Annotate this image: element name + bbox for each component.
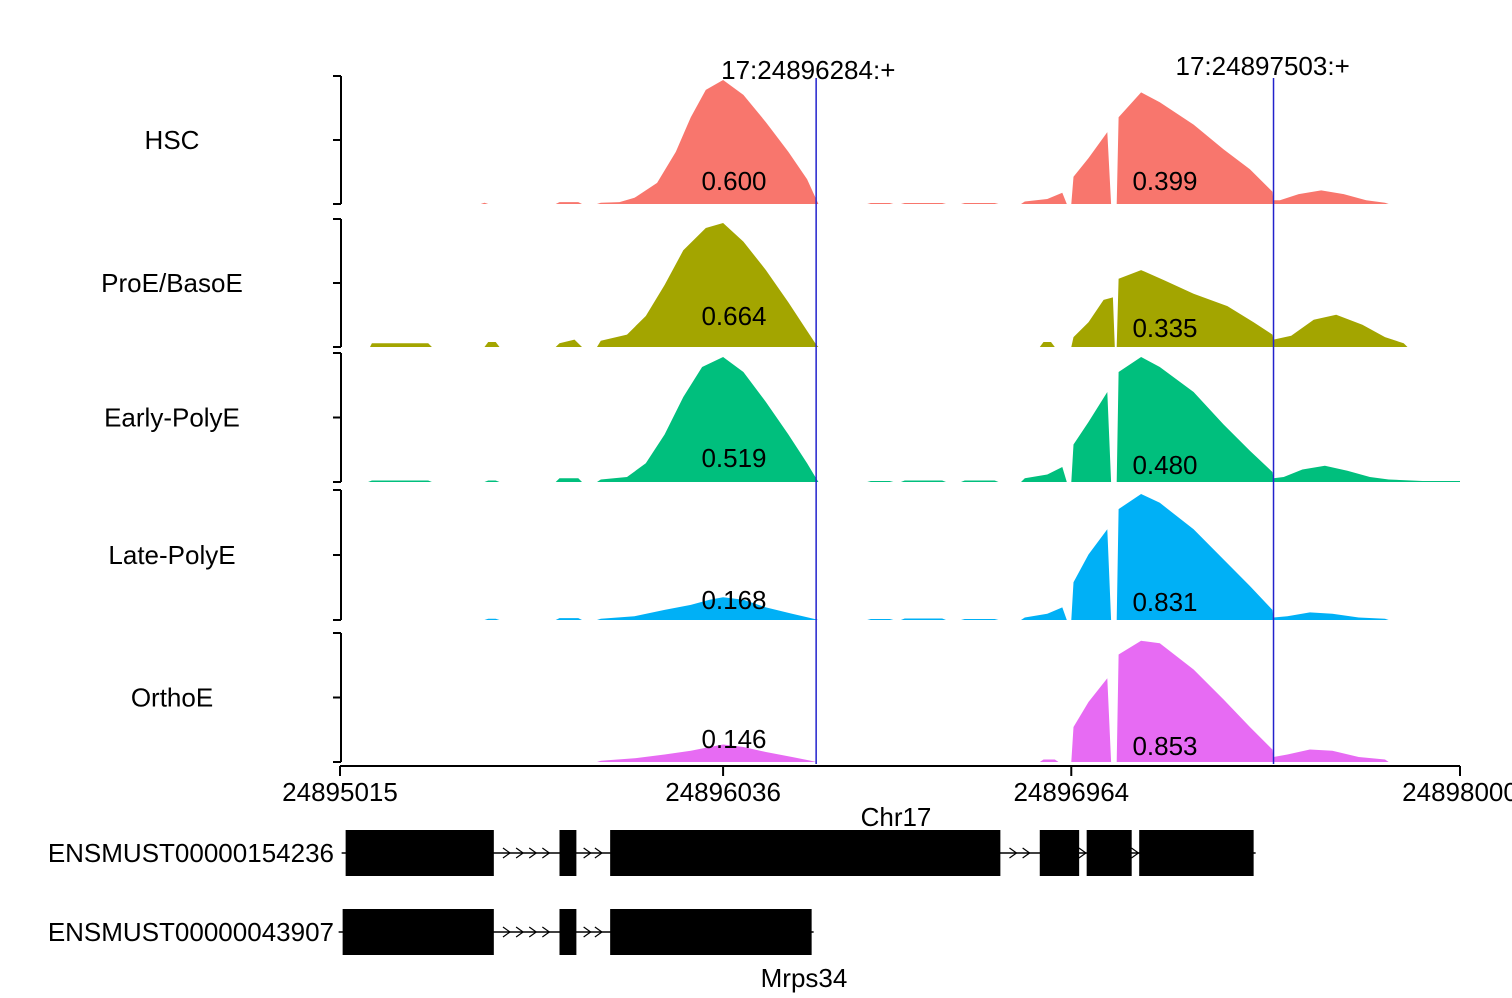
psi-value-label: 0.480 bbox=[1132, 450, 1197, 480]
coverage-tracks: HSC 0.600 0.399 ProE/BasoE 0.664 0.335 Early-P… bbox=[101, 75, 1460, 763]
strand-chevron bbox=[515, 926, 525, 938]
strand-chevron bbox=[1078, 847, 1087, 859]
exon-block bbox=[610, 909, 812, 955]
psi-value-label: 0.146 bbox=[701, 724, 766, 754]
strand-chevron bbox=[502, 847, 512, 859]
site-label: 17:24896284:+ bbox=[721, 55, 895, 85]
transcript-ensmust00000154236: ENSMUST00000154236 bbox=[48, 830, 1256, 876]
strand-chevron bbox=[594, 926, 603, 938]
psi-value-label: 0.600 bbox=[701, 166, 766, 196]
chromosome-label: Chr17 bbox=[861, 802, 932, 832]
coverage-area bbox=[340, 80, 1460, 204]
coverage-area bbox=[340, 223, 1460, 347]
coverage-area bbox=[340, 640, 1460, 762]
coverage-area bbox=[340, 494, 1460, 620]
x-tick-label: 24896036 bbox=[665, 777, 781, 807]
track-label: OrthoE bbox=[131, 683, 213, 713]
psi-value-label: 0.664 bbox=[701, 301, 766, 331]
strand-chevron bbox=[502, 926, 512, 938]
psi-value-label: 0.519 bbox=[701, 443, 766, 473]
track-early-polye: Early-PolyE 0.519 0.480 bbox=[104, 352, 1460, 483]
exon-block bbox=[559, 830, 577, 876]
strand-chevron bbox=[594, 847, 603, 859]
track-hsc: HSC 0.600 0.399 bbox=[145, 75, 1460, 205]
track-label: Late-PolyE bbox=[108, 540, 235, 570]
transcript-ensmust00000043907: ENSMUST00000043907 bbox=[48, 909, 814, 955]
splice-site-markers: 17:24896284:+ 17:24897503:+ bbox=[721, 51, 1350, 764]
psi-value-label: 0.853 bbox=[1132, 731, 1197, 761]
psi-value-label: 0.831 bbox=[1132, 587, 1197, 617]
strand-chevron bbox=[528, 926, 538, 938]
gene-label: Mrps34 bbox=[761, 963, 848, 993]
genomic-x-axis: Chr17 24895015 24896036 24896964 24898000 bbox=[282, 765, 1512, 832]
strand-chevron bbox=[583, 926, 592, 938]
strand-chevron bbox=[515, 847, 525, 859]
exon-block bbox=[345, 830, 494, 876]
exon-block bbox=[1086, 830, 1132, 876]
strand-chevron bbox=[583, 847, 592, 859]
x-tick-label: 24896964 bbox=[1013, 777, 1129, 807]
track-proe-basoe: ProE/BasoE 0.664 0.335 bbox=[101, 218, 1460, 348]
track-label: Early-PolyE bbox=[104, 403, 240, 433]
strand-chevron bbox=[542, 847, 551, 859]
strand-chevron bbox=[1009, 847, 1018, 859]
track-late-polye: Late-PolyE 0.168 0.831 bbox=[108, 489, 1460, 621]
x-tick-label: 24895015 bbox=[282, 777, 398, 807]
track-label: ProE/BasoE bbox=[101, 268, 243, 298]
track-label: HSC bbox=[145, 125, 200, 155]
transcript-models: ENSMUST00000154236 ENSMUST00000043907 bbox=[48, 830, 1256, 955]
psi-value-label: 0.335 bbox=[1132, 313, 1197, 343]
psi-value-label: 0.168 bbox=[701, 585, 766, 615]
coverage-area bbox=[340, 357, 1460, 482]
track-orthoe: OrthoE 0.146 0.853 bbox=[131, 632, 1460, 763]
exon-block bbox=[1139, 830, 1254, 876]
strand-chevron bbox=[542, 926, 551, 938]
exon-block bbox=[1039, 830, 1080, 876]
psi-value-label: 0.399 bbox=[1132, 166, 1197, 196]
strand-chevron bbox=[1022, 847, 1031, 859]
exon-block bbox=[610, 830, 1001, 876]
exon-block bbox=[342, 909, 494, 955]
strand-chevron bbox=[1131, 847, 1140, 859]
site-label: 17:24897503:+ bbox=[1176, 51, 1350, 81]
transcript-label: ENSMUST00000154236 bbox=[48, 838, 334, 868]
strand-chevron bbox=[528, 847, 538, 859]
exon-block bbox=[559, 909, 577, 955]
transcript-label: ENSMUST00000043907 bbox=[48, 917, 334, 947]
x-tick-label: 24898000 bbox=[1402, 777, 1512, 807]
